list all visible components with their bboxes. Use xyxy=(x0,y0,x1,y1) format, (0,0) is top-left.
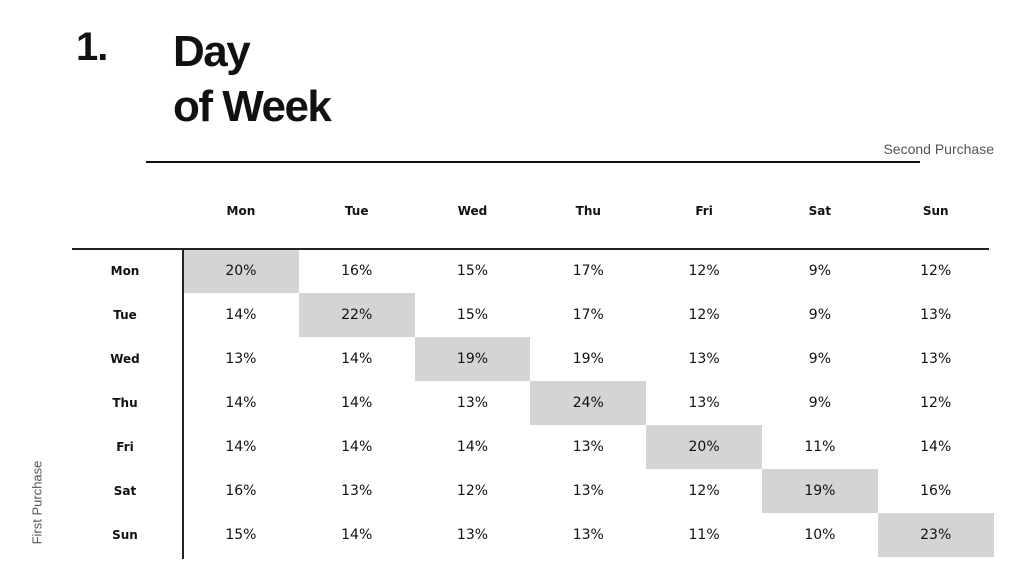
column-label-tue: Tue xyxy=(344,204,369,218)
heatmap-cell: 13% xyxy=(456,527,489,543)
heatmap-cell: 14% xyxy=(225,395,257,411)
heatmap-cell: 13% xyxy=(456,395,489,411)
heatmap-cell: 14% xyxy=(225,307,257,323)
heatmap-cell: 12% xyxy=(688,263,720,279)
heatmap-cell: 9% xyxy=(808,395,831,411)
row-label-mon: Mon xyxy=(110,264,140,278)
heatmap-cell: 14% xyxy=(341,439,373,455)
heatmap-cell: 10% xyxy=(804,527,836,543)
row-label-sun: Sun xyxy=(112,528,138,542)
heatmap-cell: 14% xyxy=(341,527,373,543)
column-label-mon: Mon xyxy=(226,204,256,218)
row-label-tue: Tue xyxy=(113,308,137,322)
row-label-fri: Fri xyxy=(116,440,134,454)
heatmap-cell: 9% xyxy=(808,351,831,367)
heatmap-cell: 15% xyxy=(456,307,489,323)
column-label-fri: Fri xyxy=(695,204,713,218)
row-label-thu: Thu xyxy=(112,396,138,410)
heatmap-cell: 15% xyxy=(225,527,257,543)
column-label-sun: Sun xyxy=(922,204,949,218)
heatmap-cell: 16% xyxy=(920,483,952,499)
heatmap-cell: 14% xyxy=(920,439,952,455)
heatmap-cell: 19% xyxy=(762,469,878,513)
heatmap-cell: 22% xyxy=(298,293,415,337)
row-label-sat: Sat xyxy=(113,484,137,498)
heatmap-cell: 12% xyxy=(688,307,720,323)
heatmap-cell: 14% xyxy=(341,351,373,367)
y-axis-title: First Purchase xyxy=(29,460,45,545)
heatmap-cell: 13% xyxy=(572,439,604,455)
heatmap-cell: 9% xyxy=(808,263,831,279)
heatmap-cell: 9% xyxy=(808,307,831,323)
heatmap-cell: 13% xyxy=(688,351,720,367)
heatmap-cell: 13% xyxy=(225,351,257,367)
heatmap-cell: 13% xyxy=(920,351,952,367)
heatmap-cell: 11% xyxy=(804,439,836,455)
heatmap-cell: 17% xyxy=(572,263,604,279)
page-title-line-2: of Week xyxy=(173,82,332,131)
heatmap-cell: 24% xyxy=(530,381,647,425)
heatmap-cell: 12% xyxy=(456,483,489,499)
heatmap-cell: 20% xyxy=(183,249,299,293)
row-label-divider xyxy=(182,249,184,559)
heatmap-cell: 13% xyxy=(572,483,604,499)
heatmap-cell: 19% xyxy=(414,337,531,381)
header-divider xyxy=(72,248,989,250)
heatmap-cell: 13% xyxy=(688,395,720,411)
heatmap-cell: 19% xyxy=(572,351,604,367)
heatmap-cell: 14% xyxy=(456,439,489,455)
heatmap-cell: 11% xyxy=(688,527,720,543)
heatmap-cell: 13% xyxy=(572,527,604,543)
heatmap-cell: 20% xyxy=(646,425,762,469)
heatmap-cell: 13% xyxy=(920,307,952,323)
heatmap-cell: 16% xyxy=(341,263,373,279)
heatmap-cell: 14% xyxy=(225,439,257,455)
column-label-thu: Thu xyxy=(575,204,601,218)
heatmap-cell: 12% xyxy=(688,483,720,499)
row-label-wed: Wed xyxy=(110,352,140,366)
heatmap-cell: 23% xyxy=(877,513,994,557)
heatmap-cell: 13% xyxy=(341,483,373,499)
page-title: Day of Week xyxy=(173,24,332,134)
heatmap-cell: 16% xyxy=(225,483,257,499)
page-title-line-1: Day xyxy=(173,27,251,76)
heatmap-cell: 17% xyxy=(572,307,604,323)
heatmap-cell: 15% xyxy=(456,263,489,279)
heatmap-cell: 12% xyxy=(920,263,952,279)
column-label-sat: Sat xyxy=(808,204,832,218)
heatmap-cell: 12% xyxy=(920,395,952,411)
heatmap-cell: 14% xyxy=(341,395,373,411)
x-axis-title: Second Purchase xyxy=(883,141,994,157)
title-divider xyxy=(146,161,920,163)
section-number: 1. xyxy=(76,25,108,69)
column-label-wed: Wed xyxy=(457,204,488,218)
